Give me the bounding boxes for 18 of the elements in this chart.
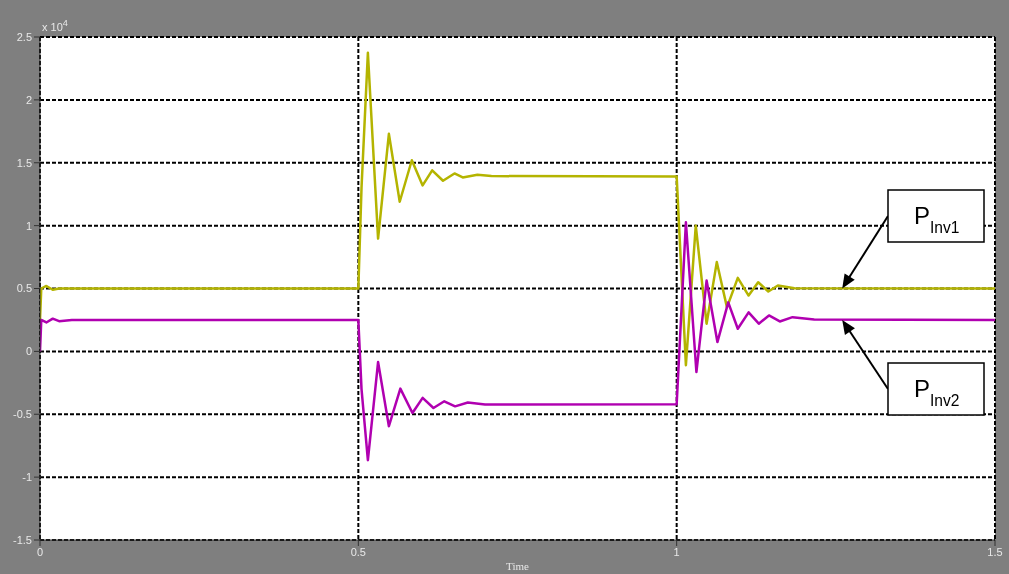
x-tick-label: 0.5 [350, 545, 366, 558]
x-tick-label: 1 [673, 545, 680, 558]
y-tick-label: 0 [25, 345, 32, 358]
y-tick-label: -1.5 [13, 533, 32, 546]
y-tick-label: 2.5 [16, 30, 32, 43]
x-tick-label: 0 [36, 545, 44, 558]
y-tick-label: 0.5 [16, 282, 32, 295]
y-tick-label: -1 [22, 471, 32, 484]
text: P$_{Inv2}$ [914, 375, 960, 409]
text: P$_{Inv1}$ [914, 202, 960, 236]
x-axis-title: Time [506, 560, 530, 572]
line-series [40, 51, 995, 367]
y-tick-label: 2 [25, 93, 32, 106]
y-tick-label: 1 [25, 219, 32, 232]
x-tick-label: 1.5 [987, 545, 1003, 558]
text: x 10$^{4}$ [42, 18, 68, 33]
y-tick-label: -0.5 [13, 408, 32, 421]
y-tick-label: 1.5 [16, 156, 32, 169]
